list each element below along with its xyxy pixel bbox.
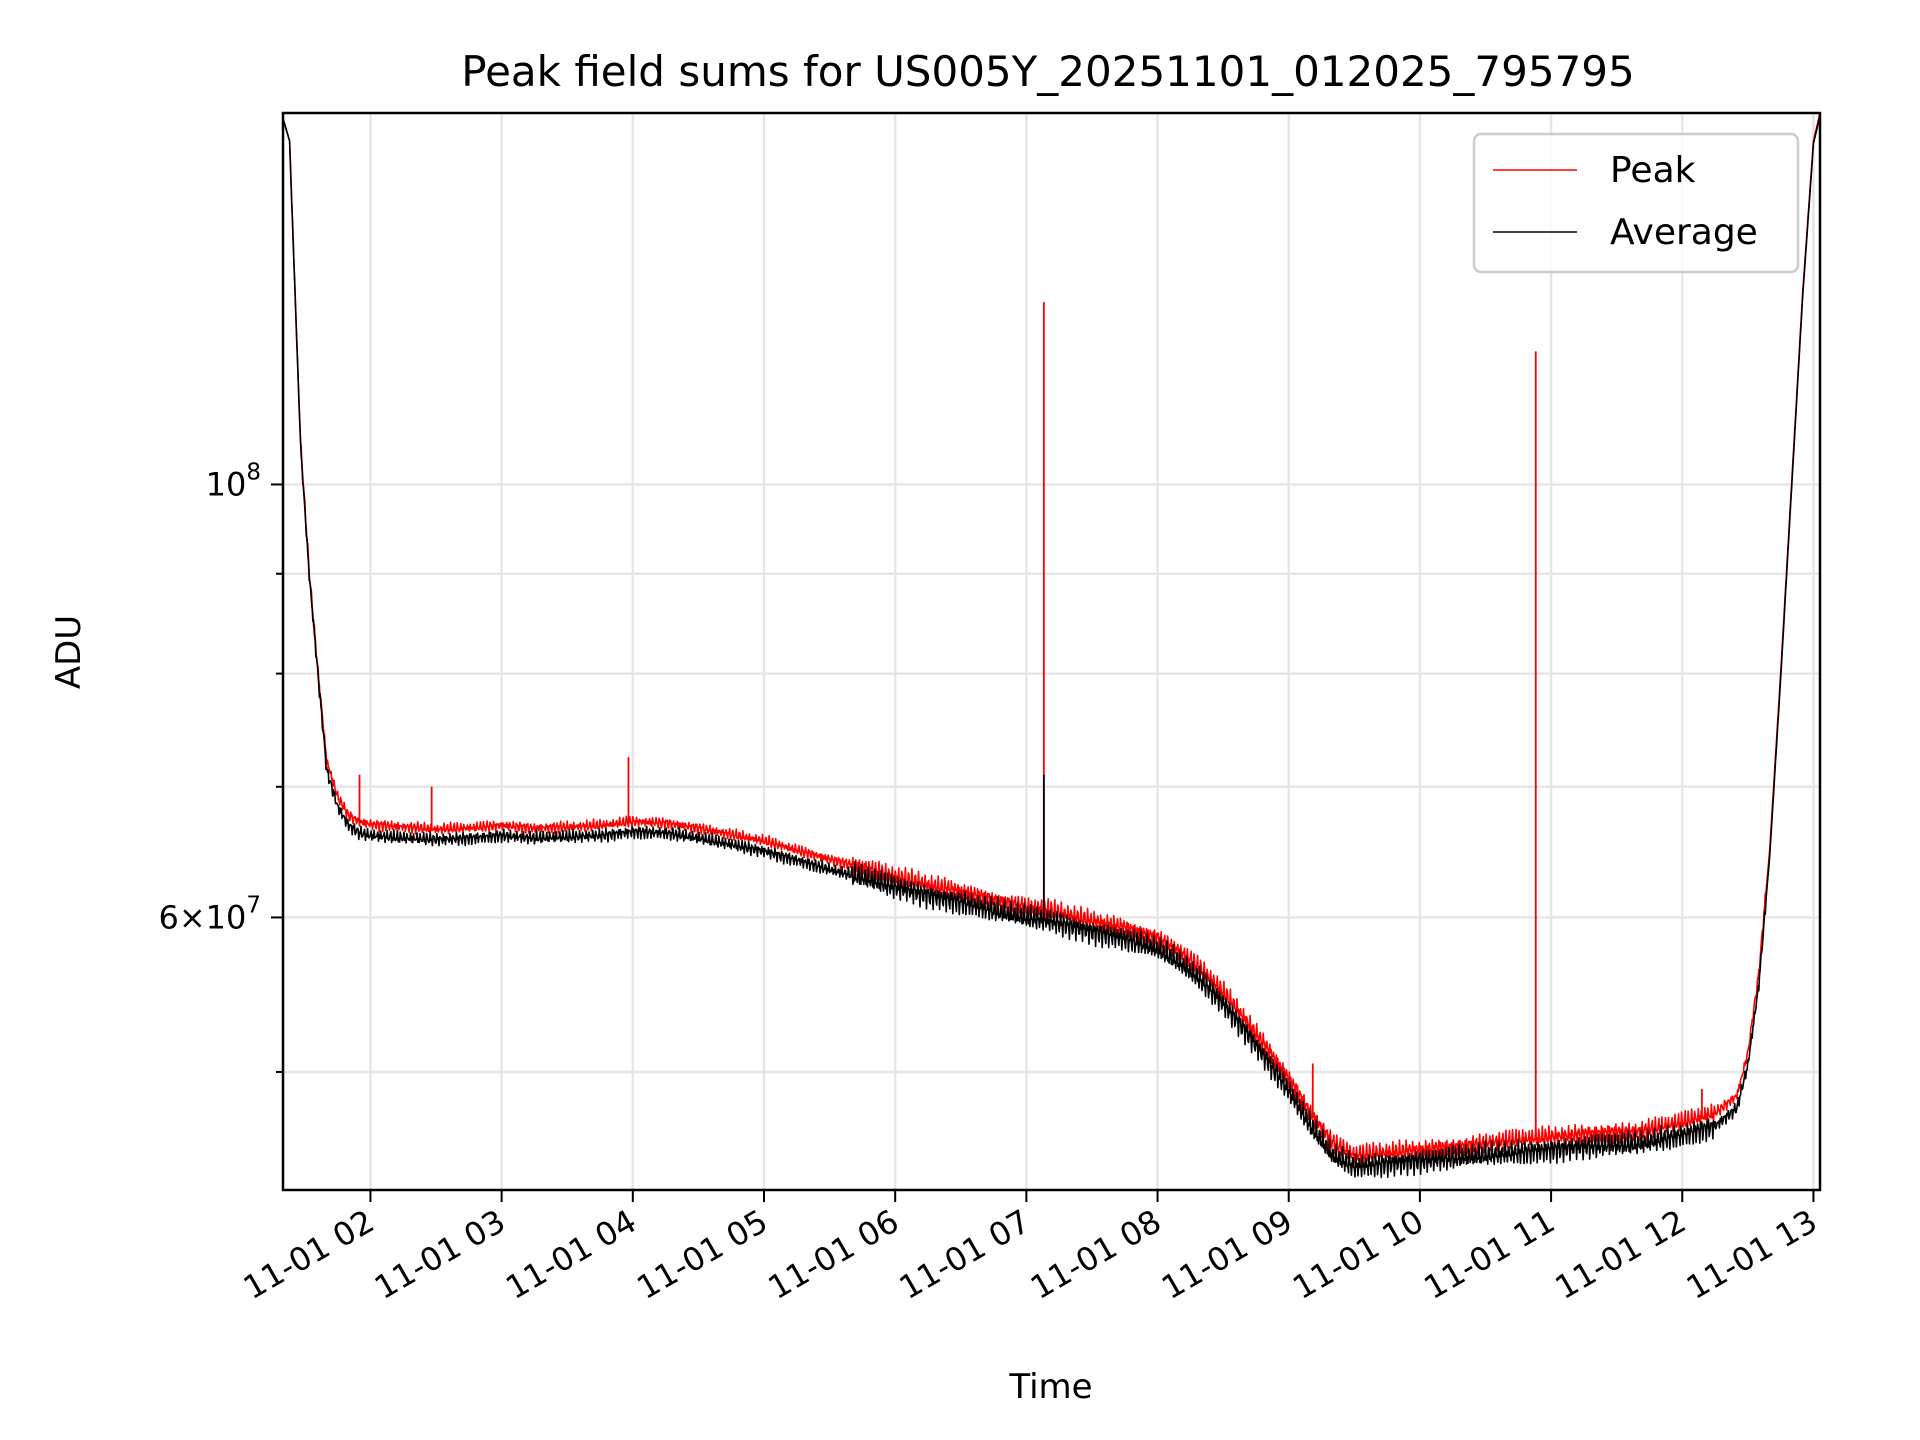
plot-frame xyxy=(281,111,1822,1192)
legend-peak-label: Peak xyxy=(1610,150,1696,191)
y-axis-label: ADU xyxy=(49,615,89,689)
x-axis-label: Time xyxy=(1008,1367,1092,1407)
legend-average-label: Average xyxy=(1610,212,1758,253)
y-axis-ticks: 108 6×107 xyxy=(158,459,283,1073)
series-line-average xyxy=(283,115,1820,1179)
y-tick-label-base: 10 xyxy=(206,465,247,503)
y-tick-label-exponent: 7 xyxy=(246,892,261,918)
chart-title: Peak field sums for US005Y_20251101_0120… xyxy=(461,47,1634,96)
legend: Peak Average xyxy=(1472,132,1800,274)
y-tick-label: 6×107 xyxy=(158,892,261,936)
series-layer xyxy=(283,113,1820,1179)
y-tick-label: 108 xyxy=(206,459,261,503)
series-line-peak xyxy=(283,113,1820,1165)
y-tick-label-base: 6×10 xyxy=(158,898,246,936)
legend-box xyxy=(1472,132,1800,274)
y-tick-label-exponent: 8 xyxy=(246,459,261,485)
